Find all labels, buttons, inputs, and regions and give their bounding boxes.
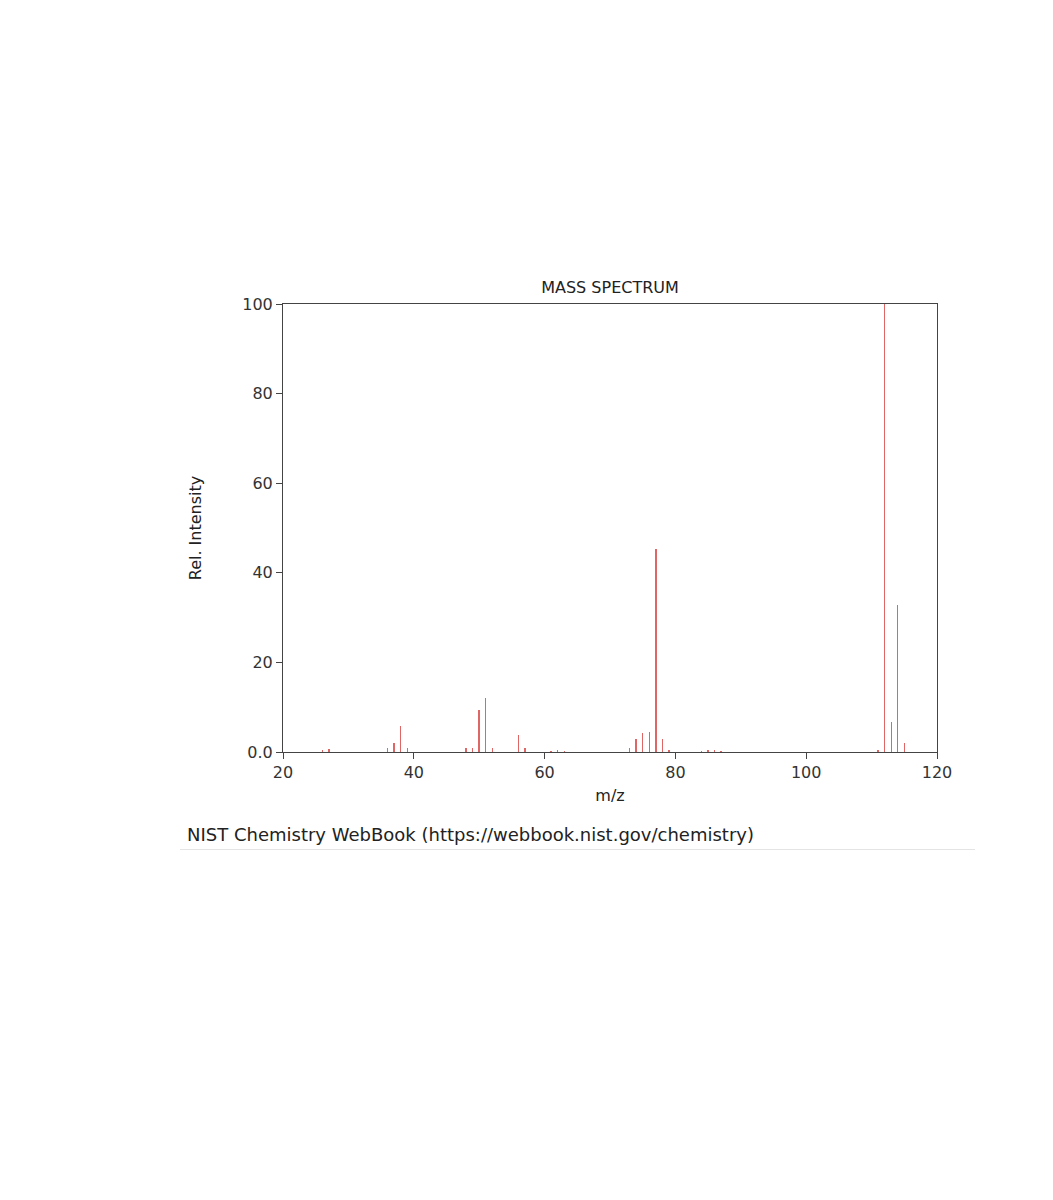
html-text:5) C,H,X in this compound: 5) C,H,X in this compound <box>155 168 482 201</box>
svg-text:0.0: 0.0 <box>247 743 272 762</box>
html-text:NIST Chemistry WebBook (https:: NIST Chemistry WebBook (https://webbook.… <box>187 824 754 845</box>
svg-text:20: 20 <box>273 763 293 782</box>
svg-text:80: 80 <box>252 384 272 403</box>
svg-text:100: 100 <box>791 763 822 782</box>
svg-text:60: 60 <box>534 763 554 782</box>
svg-text:40: 40 <box>252 563 272 582</box>
svg-text:MASS SPECTRUM: MASS SPECTRUM <box>541 278 679 297</box>
svg-text:m/z: m/z <box>595 786 624 805</box>
svg-text:60: 60 <box>252 474 272 493</box>
svg-text:80: 80 <box>665 763 685 782</box>
svg-text:120: 120 <box>922 763 953 782</box>
svg-text:Rel. Intensity: Rel. Intensity <box>186 476 205 581</box>
svg-text:100: 100 <box>242 295 273 314</box>
svg-text:40: 40 <box>404 763 424 782</box>
svg-text:20: 20 <box>252 653 272 672</box>
